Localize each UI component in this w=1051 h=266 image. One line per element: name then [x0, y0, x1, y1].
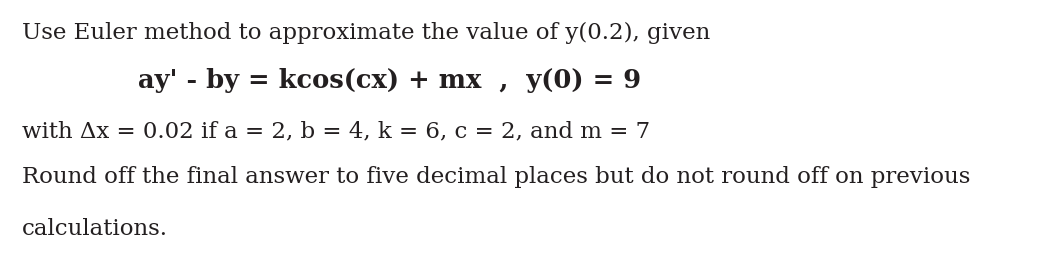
Text: Use Euler method to approximate the value of y(0.2), given: Use Euler method to approximate the valu… — [22, 22, 710, 44]
Text: Round off the final answer to five decimal places but do not round off on previo: Round off the final answer to five decim… — [22, 166, 970, 188]
Text: ay' - by = kcos(cx) + mx  ,  y(0) = 9: ay' - by = kcos(cx) + mx , y(0) = 9 — [139, 68, 641, 93]
Text: with Δx = 0.02 if a = 2, b = 4, k = 6, c = 2, and m = 7: with Δx = 0.02 if a = 2, b = 4, k = 6, c… — [22, 120, 651, 142]
Text: calculations.: calculations. — [22, 218, 168, 240]
